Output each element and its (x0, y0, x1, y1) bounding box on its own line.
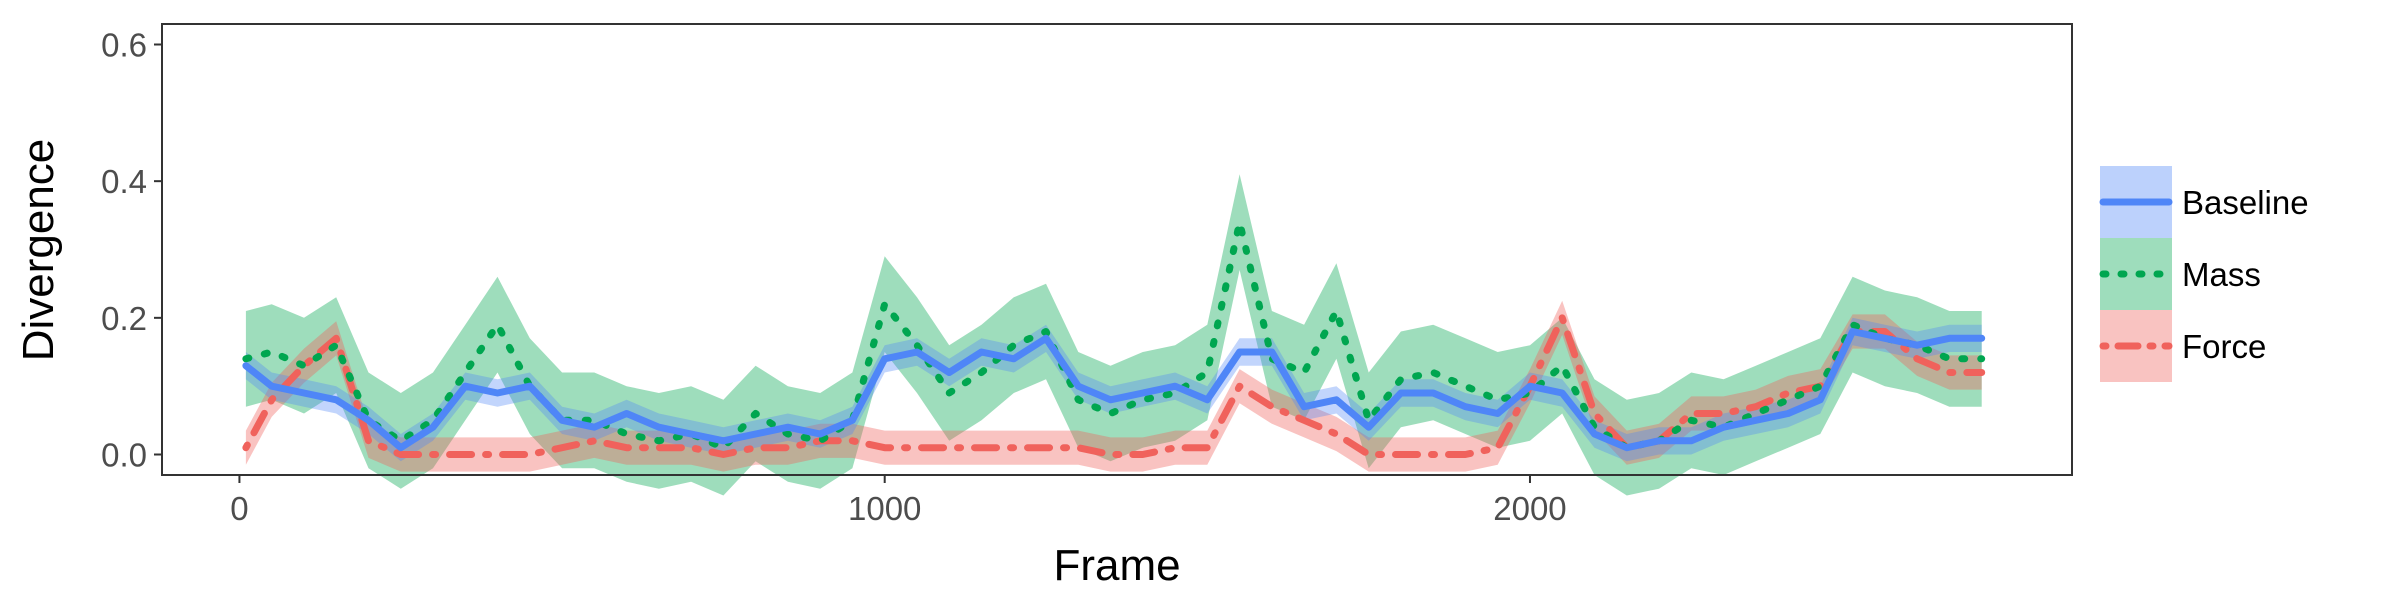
legend-label-baseline: Baseline (2182, 184, 2309, 221)
legend: Baseline Mass Force (2099, 166, 2309, 382)
x-tick-label: 2000 (1493, 490, 1566, 527)
legend-label-force: Force (2182, 328, 2266, 365)
y-axis: 0.0 0.2 0.4 0.6 (101, 27, 162, 474)
y-tick-label: 0.0 (101, 437, 147, 474)
y-tick-label: 0.4 (101, 163, 147, 200)
line-baseline (242, 328, 1986, 452)
x-axis: 0 1000 2000 (230, 475, 1567, 527)
series-lines (242, 218, 1986, 458)
y-tick-label: 0.2 (101, 300, 147, 337)
y-axis-title: Divergence (14, 139, 63, 362)
legend-label-mass: Mass (2182, 256, 2261, 293)
band-mass (245, 174, 1982, 496)
y-tick-label: 0.6 (101, 27, 147, 64)
plot-panel-border (161, 23, 2073, 476)
confidence-bands (245, 174, 1982, 496)
band-baseline (245, 317, 1982, 462)
x-tick-label: 1000 (848, 490, 921, 527)
x-axis-title: Frame (1053, 541, 1180, 590)
x-tick-label: 0 (230, 490, 248, 527)
